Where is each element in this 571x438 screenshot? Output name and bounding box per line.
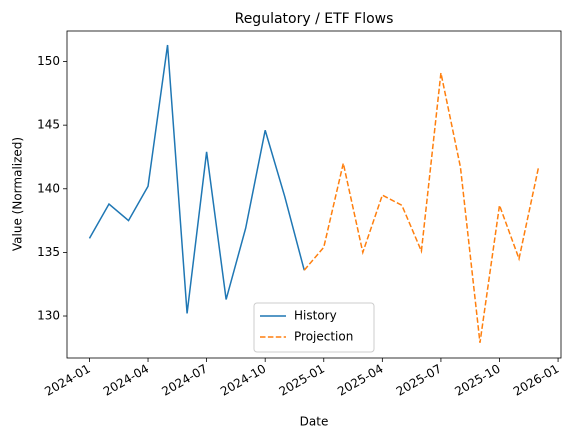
y-axis-label: Value (Normalized) (11, 137, 25, 251)
y-tick-label: 130 (37, 309, 60, 323)
y-tick-label: 135 (37, 245, 60, 259)
legend-label: History (294, 309, 337, 323)
y-tick-label: 140 (37, 181, 60, 195)
legend: History Projection (253, 302, 375, 353)
y-tick-label: 145 (37, 118, 60, 132)
series-line (303, 72, 540, 343)
x-axis-label: Date (300, 415, 329, 429)
y-tick-label: 150 (37, 54, 60, 68)
chart-title: Regulatory / ETF Flows (235, 11, 394, 27)
plot-area (66, 30, 562, 359)
series-line (88, 44, 305, 314)
legend-label: Projection (294, 330, 353, 344)
